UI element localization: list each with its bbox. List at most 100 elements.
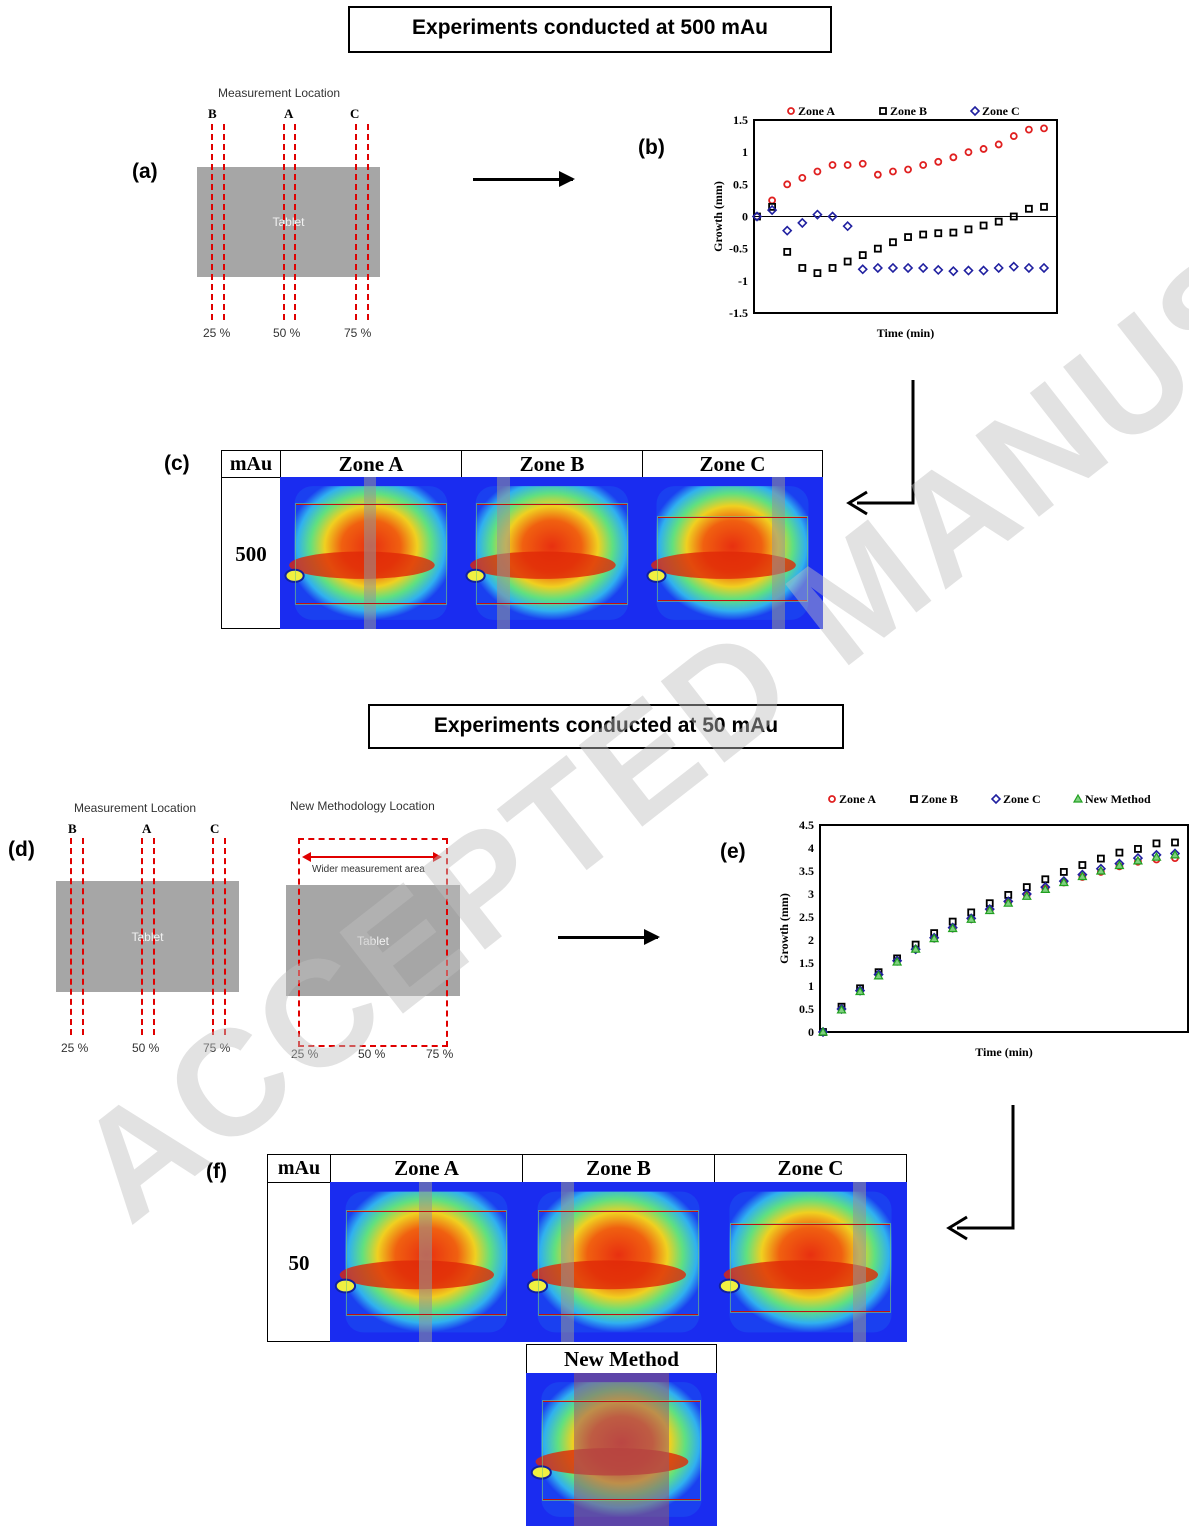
data-point [768, 196, 777, 205]
legend-marker [1072, 793, 1084, 803]
data-point [858, 251, 867, 260]
y-tick-label: 2 [808, 933, 814, 947]
table-header-zone-a: Zone A [330, 1154, 523, 1183]
data-point [817, 1026, 829, 1036]
data-point [1009, 132, 1018, 140]
data-point [904, 233, 912, 241]
y-tick-label: -1.5 [729, 306, 748, 320]
tablet-shape: Tablet [286, 885, 460, 996]
data-point [1169, 849, 1181, 859]
panel-label-f: (f) [206, 1160, 227, 1183]
thermal-image-zone-a [280, 477, 462, 629]
measurement-band [497, 477, 511, 629]
data-point [948, 266, 959, 277]
data-point [1132, 855, 1143, 865]
y-tick-label: 1 [808, 979, 814, 993]
data-point [887, 262, 899, 274]
table-header-zone-c: Zone C [714, 1154, 907, 1183]
data-point [1171, 838, 1179, 847]
data-point [947, 923, 958, 933]
percent-label: 75 % [344, 326, 372, 340]
data-point [1152, 839, 1161, 848]
panel-label-e: (e) [720, 840, 746, 863]
data-point [797, 217, 808, 229]
data-point [1059, 868, 1068, 876]
growth-chart-50: 4.5 4 3.5 3 2.5 2 1.5 1 0.5 0 Time (min) Growth (mm… [777, 792, 1189, 1059]
data-point [1024, 125, 1033, 134]
table-header-mau: mAu [267, 1154, 331, 1183]
tablet-shape: Tablet [56, 881, 239, 992]
dashed-line [223, 124, 225, 320]
measurement-band [560, 1182, 575, 1342]
legend-label: Zone C [982, 104, 1020, 118]
dashed-line [294, 124, 296, 320]
plot-frame [819, 824, 1189, 1033]
data-point [1009, 212, 1018, 221]
data-point [918, 262, 929, 274]
edge-box [542, 1399, 701, 1502]
measurement-band [363, 477, 377, 629]
data-point [858, 159, 867, 168]
data-point [892, 956, 903, 966]
measurement-band [573, 1373, 670, 1526]
thermal-image-zone-a [330, 1182, 523, 1342]
data-point [1041, 875, 1050, 884]
y-tick-label: -1 [738, 274, 748, 288]
zone-label-c: C [350, 106, 360, 121]
data-point [933, 264, 944, 276]
x-axis-label: Time (min) [877, 326, 934, 340]
dashed-line [82, 838, 84, 1035]
data-point [1096, 854, 1105, 863]
data-point [1040, 202, 1048, 211]
data-point [1095, 865, 1106, 875]
legend-label: Zone C [1003, 792, 1041, 806]
percent-label: 25 % [203, 326, 231, 340]
table-header-zone-a: Zone A [280, 450, 462, 478]
data-point [783, 180, 792, 189]
data-point [1003, 897, 1014, 907]
edge-box [346, 1209, 507, 1317]
y-tick-label: 3 [808, 887, 814, 901]
data-point [842, 221, 853, 232]
y-tick-label: 0 [808, 1025, 814, 1039]
thermal-image-zone-b [522, 1182, 715, 1342]
table-row-label: 50 [267, 1182, 331, 1342]
data-point [919, 161, 928, 169]
data-point [766, 204, 778, 216]
data-point [813, 167, 822, 176]
measurement-band [418, 1182, 433, 1342]
legend-label: Zone A [839, 792, 876, 806]
arrow-right-icon [558, 929, 660, 945]
legend-label: Zone B [921, 792, 958, 806]
data-point [1078, 861, 1087, 869]
panel-label-a: (a) [132, 160, 158, 183]
legend-marker [990, 793, 1002, 805]
elbow-arrow-icon [846, 380, 915, 516]
growth-chart-500: 1.5 1 0.5 0 -0.5 -1 -1.5 Time (min) Growth (mm) Z… [711, 104, 1058, 340]
table-header-zone-b: Zone B [461, 450, 643, 478]
data-point [1151, 851, 1162, 861]
data-point [813, 269, 822, 278]
dashed-line [355, 124, 357, 320]
data-point [964, 225, 973, 234]
table-header-zone-c: Zone C [642, 450, 823, 478]
data-point [934, 229, 943, 238]
new-methodology-title: New Methodology Location [290, 799, 435, 813]
data-point [857, 264, 868, 275]
data-point [910, 944, 921, 955]
data-point [919, 230, 928, 239]
data-point [1134, 845, 1142, 853]
edge-box [538, 1209, 699, 1317]
data-point [1008, 261, 1019, 272]
data-point [889, 238, 897, 247]
section-title-500: Experiments conducted at 500 mAu [348, 6, 832, 53]
data-point [984, 905, 995, 915]
legend-marker [910, 795, 918, 803]
y-tick-label: 1.5 [799, 956, 814, 970]
thermal-image-new-method [526, 1373, 717, 1526]
edge-box [476, 503, 628, 605]
percent-label: 50 % [132, 1041, 160, 1055]
data-point [783, 247, 792, 256]
percent-label: 50 % [358, 1047, 386, 1061]
legend-marker [828, 795, 836, 803]
